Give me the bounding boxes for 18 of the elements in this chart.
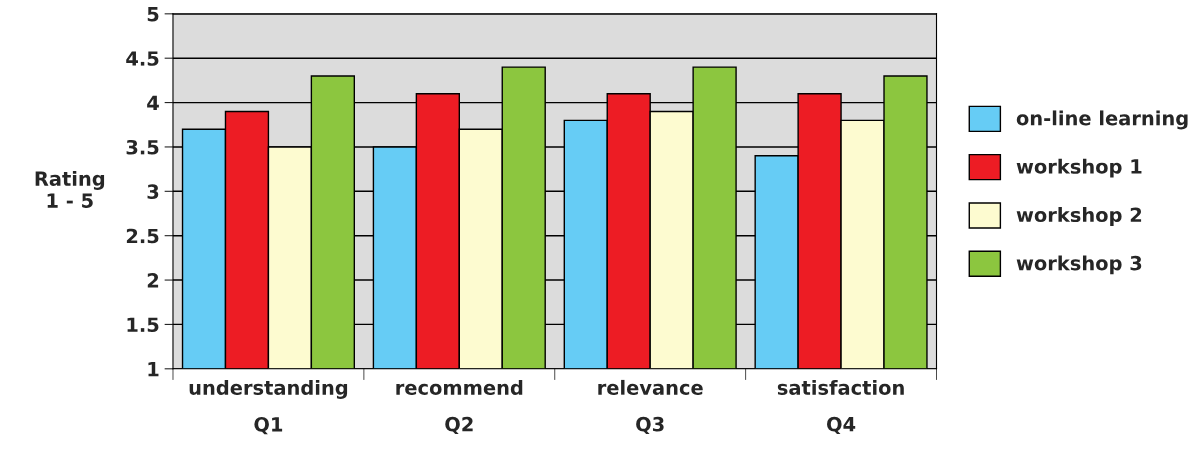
- y-tick-label: 2.5: [126, 228, 159, 244]
- x-tick-label: understanding Q1: [189, 379, 348, 435]
- y-tick-label: 2: [147, 273, 159, 288]
- x-tick-label: relevance Q3: [598, 379, 703, 435]
- legend-label: on-line learning: [1016, 110, 1188, 130]
- legend-label: workshop 3: [1016, 255, 1142, 275]
- y-tick-label: 4.5: [126, 51, 159, 66]
- y-tick-label: 5: [147, 7, 159, 22]
- y-tick-label: 3: [147, 184, 159, 199]
- x-tick-label: recommend Q2: [396, 379, 523, 435]
- x-tick-label: satisfaction Q4: [777, 379, 904, 435]
- legend-label: workshop 1: [1016, 158, 1142, 178]
- y-tick-label: 1.5: [127, 317, 159, 333]
- y-tick-label: 1: [148, 362, 159, 377]
- y-tick-label: 4: [147, 95, 159, 110]
- y-axis-title: Rating 1 - 5: [35, 170, 105, 208]
- legend-label: workshop 2: [1016, 207, 1142, 226]
- y-tick-label: 3.5: [126, 139, 159, 155]
